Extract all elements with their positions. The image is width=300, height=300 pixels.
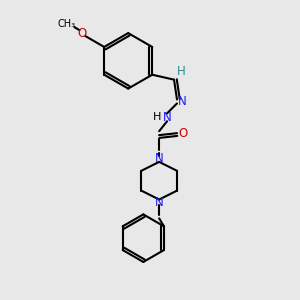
Text: H: H (177, 65, 185, 78)
Text: N: N (155, 196, 164, 209)
Text: O: O (78, 27, 87, 40)
Text: H: H (153, 112, 161, 122)
Text: N: N (163, 111, 172, 124)
Text: CH₃: CH₃ (58, 19, 76, 29)
Text: N: N (178, 95, 186, 108)
Text: N: N (155, 152, 164, 165)
Text: O: O (178, 127, 188, 140)
